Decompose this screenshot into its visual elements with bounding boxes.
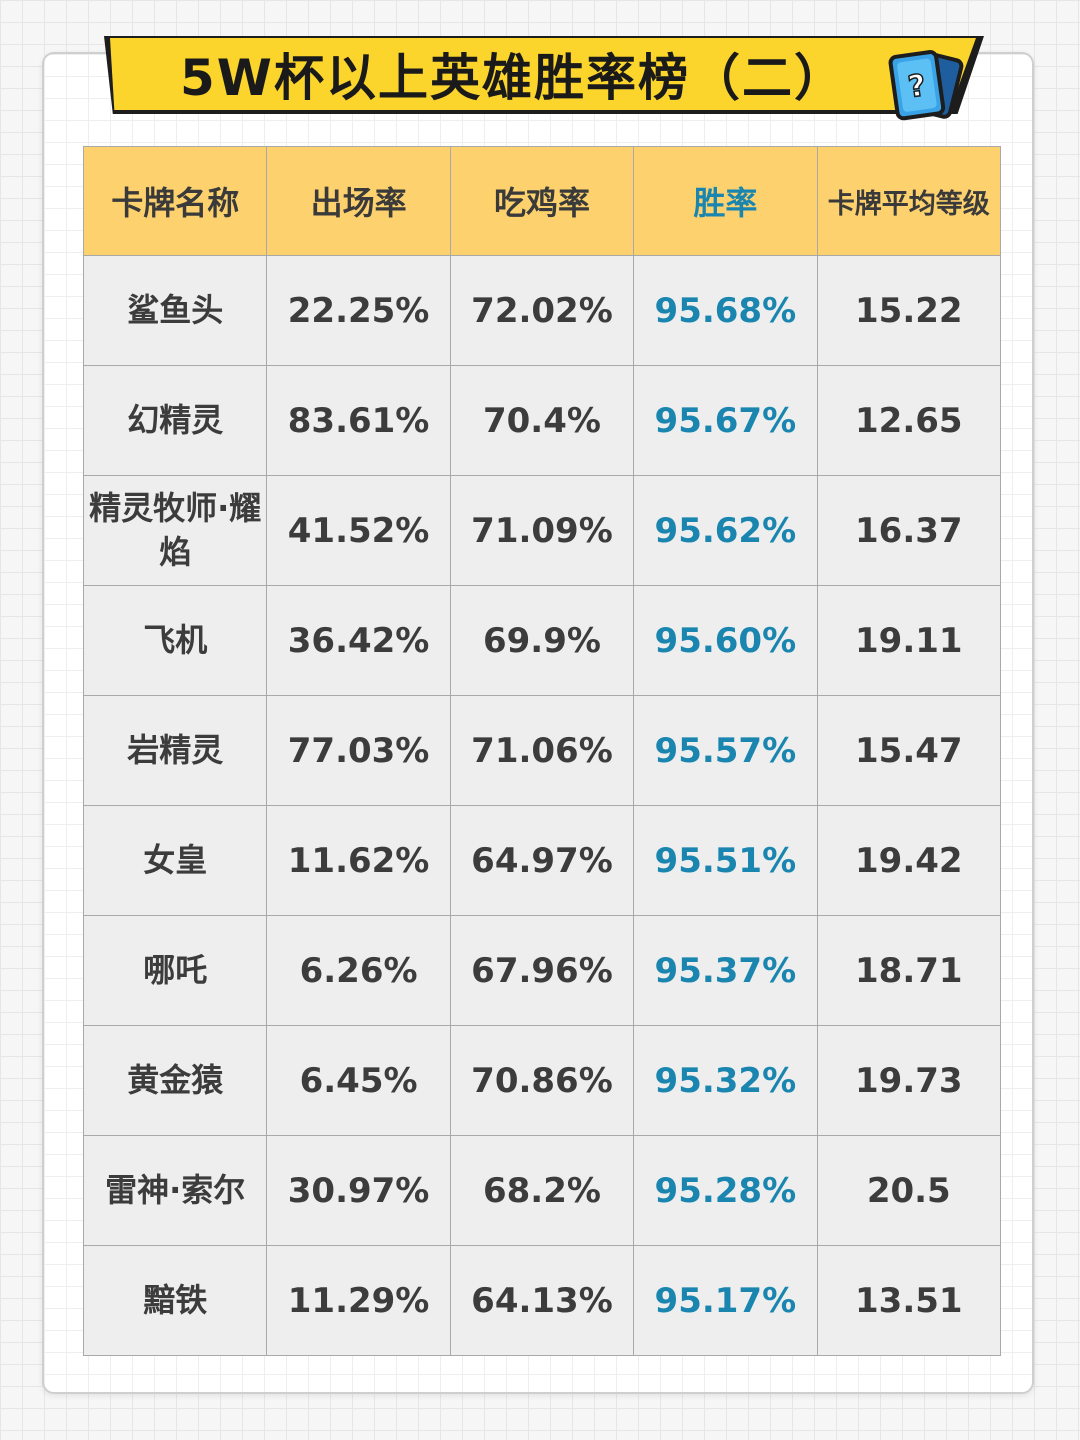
win-rate-cell: 95.67% bbox=[633, 365, 818, 476]
page-title: 5W杯以上英雄胜率榜（二） bbox=[180, 49, 846, 107]
avg-level-cell: 18.71 bbox=[816, 915, 1002, 1026]
chicken-rate-cell: 71.09% bbox=[449, 475, 635, 586]
win-rate-cell: 95.51% bbox=[633, 805, 818, 916]
header-card-name: 卡牌名称 bbox=[82, 146, 268, 256]
chicken-rate-cell: 70.86% bbox=[449, 1025, 635, 1136]
table-header-row: 卡牌名称 出场率 吃鸡率 胜率 卡牌平均等级 bbox=[82, 146, 1002, 256]
avg-level-cell: 15.47 bbox=[816, 695, 1002, 806]
card-name-cell: 黄金猿 bbox=[82, 1025, 268, 1136]
win-rate-table: 卡牌名称 出场率 吃鸡率 胜率 卡牌平均等级 鲨鱼头 22.25% 72.02%… bbox=[82, 146, 1002, 1356]
win-rate-cell: 95.62% bbox=[633, 475, 818, 586]
table-row: 黄金猿 6.45% 70.86% 95.32% 19.73 bbox=[82, 1025, 1002, 1136]
win-rate-cell: 95.32% bbox=[633, 1025, 818, 1136]
chicken-rate-cell: 69.9% bbox=[449, 585, 635, 696]
appearance-rate-cell: 83.61% bbox=[266, 365, 451, 476]
chicken-rate-cell: 70.4% bbox=[449, 365, 635, 476]
card-name-cell: 鲨鱼头 bbox=[82, 255, 268, 366]
card-name-cell: 哪吒 bbox=[82, 915, 268, 1026]
table-row: 岩精灵 77.03% 71.06% 95.57% 15.47 bbox=[82, 695, 1002, 806]
appearance-rate-cell: 22.25% bbox=[266, 255, 451, 366]
card-name-cell: 精灵牧师·耀焰 bbox=[82, 475, 268, 586]
avg-level-cell: 16.37 bbox=[816, 475, 1002, 586]
win-rate-cell: 95.17% bbox=[633, 1245, 818, 1356]
appearance-rate-cell: 11.29% bbox=[266, 1245, 451, 1356]
avg-level-cell: 13.51 bbox=[816, 1245, 1002, 1356]
win-rate-cell: 95.28% bbox=[633, 1135, 818, 1246]
appearance-rate-cell: 30.97% bbox=[266, 1135, 451, 1246]
title-banner: 5W杯以上英雄胜率榜（二） bbox=[110, 38, 976, 110]
card-name-cell: 幻精灵 bbox=[82, 365, 268, 476]
appearance-rate-cell: 6.45% bbox=[266, 1025, 451, 1136]
appearance-rate-cell: 41.52% bbox=[266, 475, 451, 586]
header-avg-level: 卡牌平均等级 bbox=[816, 146, 1002, 256]
table-row: 黯铁 11.29% 64.13% 95.17% 13.51 bbox=[82, 1245, 1002, 1356]
win-rate-cell: 95.37% bbox=[633, 915, 818, 1026]
chicken-rate-cell: 68.2% bbox=[449, 1135, 635, 1246]
card-name-cell: 黯铁 bbox=[82, 1245, 268, 1356]
avg-level-cell: 15.22 bbox=[816, 255, 1002, 366]
table-row: 精灵牧师·耀焰 41.52% 71.09% 95.62% 16.37 bbox=[82, 475, 1002, 586]
win-rate-cell: 95.57% bbox=[633, 695, 818, 806]
header-appearance-rate: 出场率 bbox=[266, 146, 451, 256]
appearance-rate-cell: 77.03% bbox=[266, 695, 451, 806]
appearance-rate-cell: 11.62% bbox=[266, 805, 451, 916]
appearance-rate-cell: 6.26% bbox=[266, 915, 451, 1026]
card-name-cell: 雷神·索尔 bbox=[82, 1135, 268, 1246]
chicken-rate-cell: 72.02% bbox=[449, 255, 635, 366]
avg-level-cell: 12.65 bbox=[816, 365, 1002, 476]
chicken-rate-cell: 71.06% bbox=[449, 695, 635, 806]
table-row: 雷神·索尔 30.97% 68.2% 95.28% 20.5 bbox=[82, 1135, 1002, 1246]
header-chicken-rate: 吃鸡率 bbox=[449, 146, 635, 256]
avg-level-cell: 19.73 bbox=[816, 1025, 1002, 1136]
card-name-cell: 飞机 bbox=[82, 585, 268, 696]
chicken-rate-cell: 64.97% bbox=[449, 805, 635, 916]
table-row: 飞机 36.42% 69.9% 95.60% 19.11 bbox=[82, 585, 1002, 696]
card-name-cell: 岩精灵 bbox=[82, 695, 268, 806]
svg-text:?: ? bbox=[906, 68, 928, 105]
win-rate-cell: 95.60% bbox=[633, 585, 818, 696]
avg-level-cell: 20.5 bbox=[816, 1135, 1002, 1246]
table-row: 女皇 11.62% 64.97% 95.51% 19.42 bbox=[82, 805, 1002, 916]
table-row: 幻精灵 83.61% 70.4% 95.67% 12.65 bbox=[82, 365, 1002, 476]
avg-level-cell: 19.42 bbox=[816, 805, 1002, 916]
win-rate-cell: 95.68% bbox=[633, 255, 818, 366]
header-win-rate: 胜率 bbox=[633, 146, 818, 256]
table-row: 哪吒 6.26% 67.96% 95.37% 18.71 bbox=[82, 915, 1002, 1026]
chicken-rate-cell: 67.96% bbox=[449, 915, 635, 1026]
appearance-rate-cell: 36.42% bbox=[266, 585, 451, 696]
question-card-icon: ? bbox=[888, 50, 964, 121]
card-name-cell: 女皇 bbox=[82, 805, 268, 916]
chicken-rate-cell: 64.13% bbox=[449, 1245, 635, 1356]
table-row: 鲨鱼头 22.25% 72.02% 95.68% 15.22 bbox=[82, 255, 1002, 366]
avg-level-cell: 19.11 bbox=[816, 585, 1002, 696]
